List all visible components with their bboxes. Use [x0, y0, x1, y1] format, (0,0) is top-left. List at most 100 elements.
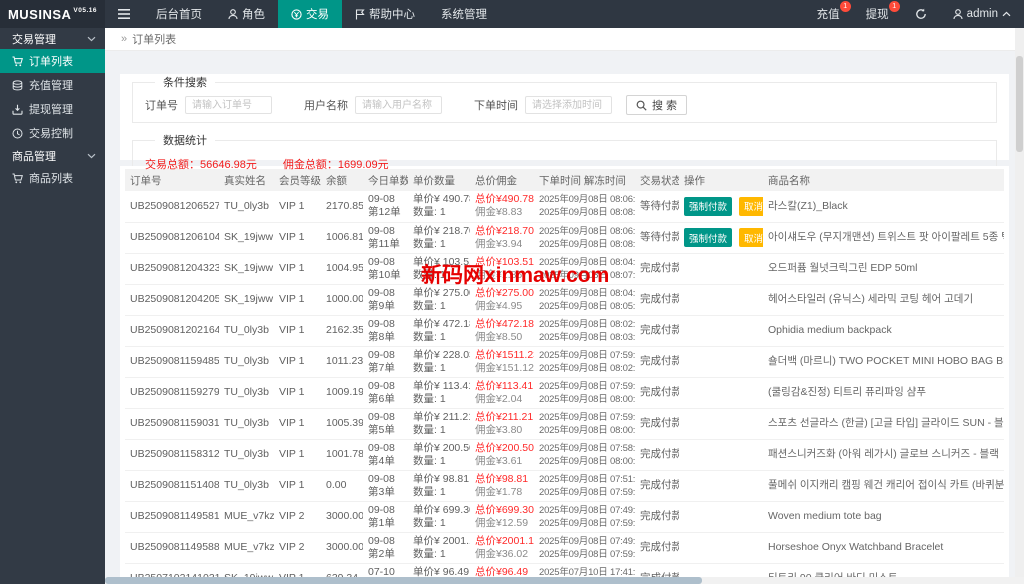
sidebar-group-trade[interactable]: 交易管理 — [0, 28, 105, 49]
sidebar-item-order-list[interactable]: 订单列表 — [0, 49, 105, 73]
cell-status: 完成付款 — [635, 532, 679, 564]
cell-today-orders: 09-08 第8单 — [363, 315, 408, 347]
table-row: UB2509081206527295 TU_0ly3b VIP 1 2170.8… — [125, 191, 1004, 223]
goods-list-icon — [12, 173, 23, 184]
transaction-icon — [291, 8, 302, 20]
cell-vip-level: VIP 1 — [274, 253, 321, 285]
cell-balance: 1004.95 — [321, 253, 363, 285]
table-row: UB2509081204205794 SK_19jww VIP 1 1000.0… — [125, 284, 1004, 316]
cell-times: 2025年09月08日 07:58:31 2025年09月08日 08:00:02 — [534, 439, 635, 471]
vertical-scrollbar[interactable] — [1015, 28, 1024, 577]
cell-today-orders: 09-08 第2单 — [363, 532, 408, 564]
cell-real-name: TU_0ly3b — [219, 377, 274, 409]
cell-total-commission: 总价¥699.30 佣金¥12.59 — [470, 501, 534, 533]
table-row: UB2509081149588062 MUE_v7kz1 VIP 2 3000.… — [125, 532, 1004, 564]
cell-status: 完成付款 — [635, 470, 679, 502]
chevron-down-icon — [87, 153, 96, 159]
cell-product-name: Horseshoe Onyx Watchband Bracelet — [763, 532, 1004, 564]
withdraw-badge: 1 — [888, 1, 900, 12]
refresh-icon — [915, 8, 927, 20]
cell-real-name: TU_0ly3b — [219, 346, 274, 378]
cell-status: 完成付款 — [635, 408, 679, 440]
cell-actions — [679, 501, 763, 533]
cell-total-commission: 总价¥211.21 佣金¥3.80 — [470, 408, 534, 440]
cell-product-name: 헤어스타일러 (유닉스) 세라믹 코팅 헤어 고데기 — [763, 284, 1004, 316]
cell-times: 2025年09月08日 08:04:32 2025年09月08日 08:07:03 — [534, 253, 635, 285]
cell-price-qty: 单价¥ 490.78 数量: 1 — [408, 191, 470, 223]
control-icon — [12, 128, 23, 139]
force-pay-button[interactable]: 强制付款 — [684, 228, 733, 247]
horizontal-scrollbar[interactable] — [105, 577, 1024, 584]
cell-actions — [679, 532, 763, 564]
cell-order-no: UB2509081206527295 — [125, 191, 219, 223]
cell-balance: 2162.35 — [321, 315, 363, 347]
nav-item-system[interactable]: 系统管理 — [441, 9, 487, 21]
search-legend: 条件搜索 — [163, 77, 207, 89]
nav-item-dashboard[interactable]: 后台首页 — [156, 9, 202, 21]
menu-icon — [118, 9, 130, 19]
vertical-scrollbar-thumb[interactable] — [1016, 56, 1023, 152]
recharge-nav-button[interactable]: 充值 1 — [804, 0, 853, 28]
cell-product-name: 스포츠 선글라스 (한글) [고글 타입] 글라이드 SUN - 블랙 미러 — [763, 408, 1004, 440]
table-row: UB2509081206104616 SK_19jww VIP 1 1006.8… — [125, 222, 1004, 254]
cell-real-name: SK_19jww — [219, 253, 274, 285]
cell-order-no: UB2509081149588062 — [125, 532, 219, 564]
cell-balance: 1001.78 — [321, 439, 363, 471]
cell-order-no: UB2509081159031135 — [125, 408, 219, 440]
cell-today-orders: 09-08 第5单 — [363, 408, 408, 440]
cancel-order-button[interactable]: 取消订单 — [738, 228, 763, 247]
cell-order-no: UB2509081159485098 — [125, 346, 219, 378]
cell-order-no: UB2509081151408887 — [125, 470, 219, 502]
sidebar: 交易管理 订单列表 充值管理 提现管理 交易控制 商品管理 — [0, 28, 105, 584]
table-row: UB2509081159485098 TU_0ly3b VIP 1 1011.2… — [125, 346, 1004, 378]
table-header-row: 订单号 真实姓名 会员等级 余额 今日单数 单价数量 总价佣金 下单时间 解冻时… — [125, 169, 1004, 191]
sidebar-group-goods[interactable]: 商品管理 — [0, 145, 105, 166]
order-no-input[interactable] — [185, 96, 272, 114]
cell-real-name: TU_0ly3b — [219, 439, 274, 471]
cell-actions — [679, 408, 763, 440]
cell-vip-level: VIP 1 — [274, 315, 321, 347]
cell-today-orders: 09-08 第10单 — [363, 253, 408, 285]
username-label: 用户名称 — [304, 100, 348, 112]
cell-order-no: UB2509081158312273 — [125, 439, 219, 471]
order-list-icon — [12, 56, 23, 67]
cancel-order-button[interactable]: 取消订单 — [738, 196, 763, 216]
stats-line: 交易总额：56646.98元 佣金总额：1699.09元 — [143, 153, 986, 176]
cell-price-qty: 单价¥ 218.70 数量: 1 — [408, 222, 470, 254]
cell-times: 2025年09月08日 08:06:10 2025年09月08日 08:08:10 — [534, 222, 635, 254]
cell-product-name: 숄더백 (마르니) TWO POCKET MINI HOBO BAG BLACK — [763, 346, 1004, 378]
cell-actions — [679, 315, 763, 347]
menu-toggle-button[interactable] — [105, 0, 143, 28]
search-button[interactable]: 搜 索 — [626, 95, 688, 115]
force-pay-button[interactable]: 强制付款 — [684, 196, 733, 216]
cell-balance: 1000.00 — [321, 284, 363, 316]
cell-times: 2025年09月08日 07:49:58 2025年09月08日 07:59:24 — [534, 532, 635, 564]
cell-price-qty: 单价¥ 113.41 数量: 1 — [408, 377, 470, 409]
sidebar-item-recharge-mgmt[interactable]: 充值管理 — [0, 73, 105, 97]
sidebar-item-goods-list[interactable]: 商品列表 — [0, 166, 105, 190]
cell-vip-level: VIP 1 — [274, 191, 321, 223]
cell-price-qty: 单价¥ 98.81 数量: 1 — [408, 470, 470, 502]
nav-item-roles[interactable]: 角色 — [215, 0, 278, 28]
horizontal-scrollbar-thumb[interactable] — [105, 577, 703, 584]
nav-item-trade[interactable]: 交易 — [278, 0, 342, 28]
cell-total-commission: 总价¥218.70 佣金¥3.94 — [470, 222, 534, 254]
order-time-input[interactable] — [525, 96, 612, 114]
sidebar-item-withdraw-mgmt[interactable]: 提现管理 — [0, 97, 105, 121]
cell-actions — [679, 439, 763, 471]
cell-real-name: SK_19jww — [219, 284, 274, 316]
withdraw-nav-button[interactable]: 提现 1 — [853, 0, 902, 28]
admin-menu[interactable]: admin — [940, 0, 1024, 28]
cell-balance: 1006.81 — [321, 222, 363, 254]
sidebar-item-trade-control[interactable]: 交易控制 — [0, 121, 105, 145]
stats-legend: 数据统计 — [163, 135, 207, 147]
cell-balance: 1009.19 — [321, 377, 363, 409]
search-form: 订单号 用户名称 下单时间 搜 索 — [143, 95, 986, 115]
cell-real-name: TU_0ly3b — [219, 470, 274, 502]
cell-times: 2025年09月08日 07:51:40 2025年09月08日 07:59:21 — [534, 470, 635, 502]
nav-item-help-center[interactable]: 帮助中心 — [342, 0, 428, 28]
refresh-button[interactable] — [902, 0, 940, 28]
orders-table: 订单号 真实姓名 会员等级 余额 今日单数 单价数量 总价佣金 下单时间 解冻时… — [125, 169, 1004, 584]
user-icon — [953, 8, 963, 20]
username-input[interactable] — [355, 96, 442, 114]
